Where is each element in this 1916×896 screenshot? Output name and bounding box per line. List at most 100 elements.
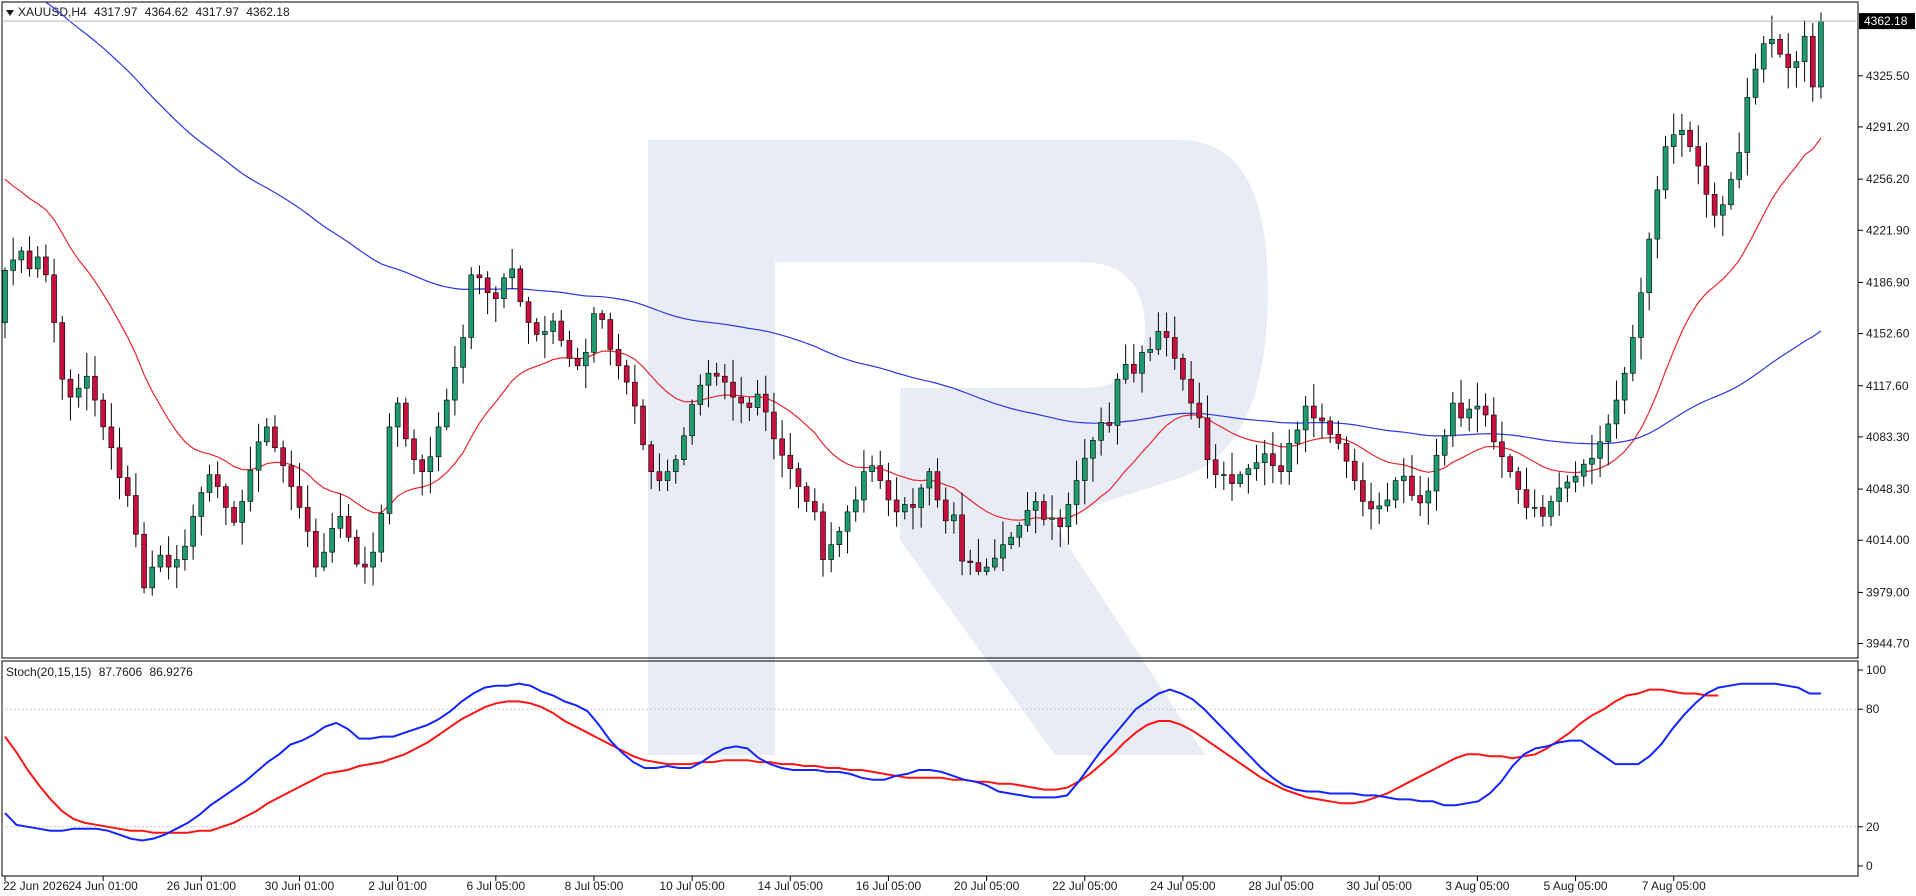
candle	[206, 464, 213, 502]
time-tick-label: 20 Jul 05:00	[954, 879, 1020, 893]
candle	[1122, 344, 1129, 384]
time-tick-label: 26 Jun 01:00	[167, 879, 237, 893]
candle-body-bear	[632, 381, 638, 407]
candle	[1507, 453, 1513, 478]
candle	[1384, 482, 1391, 512]
high-value: 4364.62	[144, 5, 189, 19]
candle	[1171, 316, 1178, 370]
candle-body-bull	[1286, 443, 1293, 472]
candle	[1458, 379, 1464, 427]
candle	[1711, 182, 1718, 228]
candle-body-bear	[1041, 501, 1047, 520]
candle	[1098, 407, 1104, 456]
candle-body-bear	[26, 250, 33, 270]
candle-body-bull	[190, 516, 196, 547]
candle	[1237, 471, 1243, 488]
candle	[1523, 467, 1530, 520]
candle	[1760, 36, 1767, 83]
candle-body-bull	[1400, 475, 1407, 481]
candle-body-bear	[133, 495, 139, 535]
candle	[1605, 414, 1612, 466]
candle	[1580, 459, 1587, 487]
candle	[599, 310, 605, 329]
candle-body-bull	[263, 426, 270, 443]
caret-down-icon[interactable]	[6, 9, 14, 16]
candle-body-bull	[1638, 292, 1644, 338]
candle	[926, 467, 933, 506]
candle-body-bull	[550, 320, 556, 332]
candle	[1752, 53, 1759, 105]
candle-body-bull	[501, 277, 507, 299]
candle-body-bear	[419, 459, 425, 472]
candle-body-bull	[435, 426, 442, 458]
candle	[779, 420, 785, 478]
candle	[100, 393, 106, 441]
candle	[607, 312, 614, 366]
candle-body-bull	[1474, 405, 1481, 410]
candle	[182, 529, 188, 571]
candle	[1196, 382, 1203, 429]
candle-body-bear	[967, 560, 974, 563]
candle-body-bear	[877, 465, 884, 481]
candle-body-bear	[1687, 129, 1693, 147]
price-tick-label: 3979.00	[1866, 585, 1910, 599]
ma-fast-line	[4, 137, 1822, 521]
candle-body-bear	[1409, 475, 1415, 496]
candle-body-bear	[1507, 456, 1513, 472]
candle	[1531, 489, 1538, 518]
candle-body-bear	[1703, 165, 1710, 195]
candle	[787, 432, 794, 489]
stoch-signal-line	[4, 688, 1719, 834]
candle	[877, 450, 884, 490]
candle	[574, 347, 581, 371]
candle-body-bear	[771, 411, 777, 440]
candle-body-bull	[427, 456, 434, 472]
last-price-label: 4362.18	[1864, 14, 1908, 28]
candle	[214, 461, 221, 499]
candle-body-bull	[1049, 517, 1055, 520]
candle-body-bull	[443, 399, 450, 428]
candle	[1008, 532, 1014, 550]
candle	[1392, 477, 1399, 509]
candle-body-bear	[272, 426, 278, 449]
candle-body-bear	[779, 438, 785, 456]
candle	[378, 504, 385, 563]
time-tick-label: 3 Aug 05:00	[1445, 879, 1509, 893]
candle	[1556, 472, 1562, 516]
candle	[525, 296, 532, 344]
candle-body-bear	[1229, 474, 1235, 484]
stoch-tick-label: 100	[1866, 663, 1886, 677]
candle-body-bear	[280, 447, 286, 466]
candle	[1139, 345, 1145, 393]
candle-body-bear	[67, 378, 74, 398]
candle-body-bear	[1343, 443, 1350, 462]
candle-body-bull	[1531, 507, 1538, 509]
candle	[1360, 462, 1366, 517]
candle-body-bull	[18, 250, 25, 261]
candle-body-bull	[1024, 510, 1031, 526]
candles	[2, 12, 1824, 596]
candle	[362, 546, 368, 584]
candle	[1229, 452, 1235, 501]
candle	[967, 549, 974, 575]
price-tick-label: 4291.20	[1866, 120, 1910, 134]
candle-body-bull	[852, 499, 859, 513]
price-tick-label: 4117.60	[1866, 379, 1909, 393]
candle-body-bull	[1572, 475, 1579, 483]
candle	[705, 360, 712, 408]
candle	[1351, 448, 1358, 490]
candle-body-bear	[607, 319, 614, 350]
candle-body-bull	[754, 393, 761, 408]
candle	[1482, 393, 1489, 427]
candle	[1032, 492, 1039, 534]
candle-body-bull	[75, 387, 82, 398]
candle-body-bull	[206, 474, 213, 493]
candle	[18, 246, 25, 274]
candle-body-bear	[1368, 501, 1374, 510]
candle-body-bull	[394, 402, 401, 428]
candle	[476, 265, 483, 295]
candle	[1016, 522, 1023, 547]
candle	[812, 488, 818, 521]
candle-body-bear	[484, 277, 491, 294]
